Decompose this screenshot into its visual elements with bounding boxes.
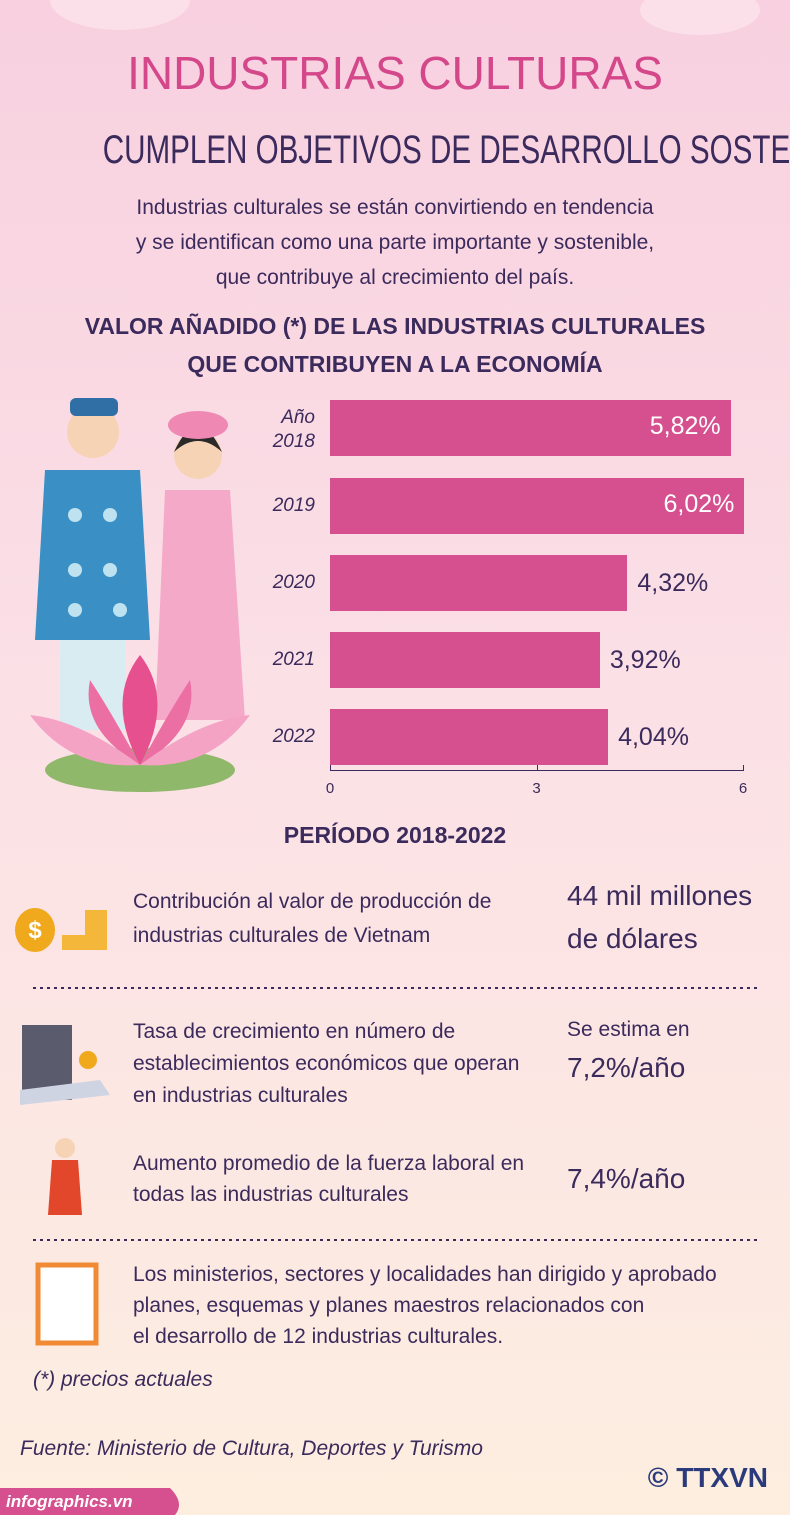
- item-text: en industrias culturales: [133, 1084, 348, 1107]
- footnote: (*) precios actuales: [33, 1368, 213, 1391]
- item-value: de dólares: [567, 923, 698, 954]
- intro-line: Industrias culturales se están convirtie…: [136, 196, 654, 219]
- x-tick-label: 6: [738, 780, 748, 797]
- chart-footer: PERÍODO 2018-2022: [283, 822, 507, 848]
- value-label: 5,82%: [649, 412, 721, 440]
- bar: [330, 400, 731, 456]
- value-label: 3,92%: [609, 646, 681, 674]
- title: INDUSTRIAS CULTURAS: [127, 47, 663, 99]
- category-label: 2022: [272, 726, 315, 747]
- intro-line: que contribuye al crecimiento del país.: [215, 266, 575, 289]
- category-label: 2020: [272, 572, 315, 593]
- bar: [330, 709, 609, 765]
- item-text: Tasa de crecimiento en número de: [133, 1020, 456, 1043]
- site: infographics.vn: [6, 1492, 133, 1511]
- subtitle: CUMPLEN OBJETIVOS DE DESARROLLO SOSTENIB…: [102, 128, 790, 172]
- chart-title: VALOR AÑADIDO (*) DE LAS INDUSTRIAS CULT…: [84, 313, 706, 339]
- source: Fuente: Ministerio de Cultura, Deportes …: [20, 1437, 483, 1460]
- item-text: todas las industrias culturales: [133, 1183, 409, 1206]
- bar: [330, 555, 628, 611]
- item-note: Se estima en: [567, 1018, 690, 1041]
- value-label: 4,32%: [637, 569, 709, 597]
- chart-title: QUE CONTRIBUYEN A LA ECONOMÍA: [187, 351, 603, 377]
- item-value: 7,4%/año: [567, 1163, 686, 1194]
- item-text: el desarrollo de 12 industrias culturale…: [133, 1325, 504, 1348]
- item-text: planes, esquemas y planes maestros relac…: [133, 1294, 645, 1317]
- item-text: Los ministerios, sectores y localidades …: [133, 1263, 717, 1286]
- value-label: 6,02%: [663, 490, 735, 518]
- category-label: 2021: [272, 649, 315, 670]
- bar: [330, 632, 600, 688]
- intro-line: y se identifican como una parte importan…: [135, 231, 655, 254]
- item-text: industrias culturales de Vietnam: [133, 924, 431, 947]
- category-label: Año 2018: [272, 407, 315, 452]
- x-tick-label: 0: [325, 780, 335, 797]
- category-label: 2019: [272, 495, 315, 516]
- item-value: 7,2%/año: [567, 1052, 686, 1083]
- x-tick-label: 3: [532, 780, 541, 797]
- bar: [330, 478, 745, 534]
- item-text: Contribución al valor de producción de: [133, 890, 492, 913]
- item-text: Aumento promedio de la fuerza laboral en: [133, 1152, 525, 1175]
- x-tick: [536, 765, 538, 771]
- value-label: 4,04%: [618, 723, 689, 751]
- x-tick: [330, 765, 331, 771]
- item-value: 44 mil millones: [567, 880, 753, 911]
- item-text: establecimientos económicos que operan: [133, 1052, 520, 1075]
- credit: © TTXVN: [647, 1462, 768, 1493]
- x-tick: [743, 765, 744, 771]
- svg-text:$: $: [28, 917, 42, 944]
